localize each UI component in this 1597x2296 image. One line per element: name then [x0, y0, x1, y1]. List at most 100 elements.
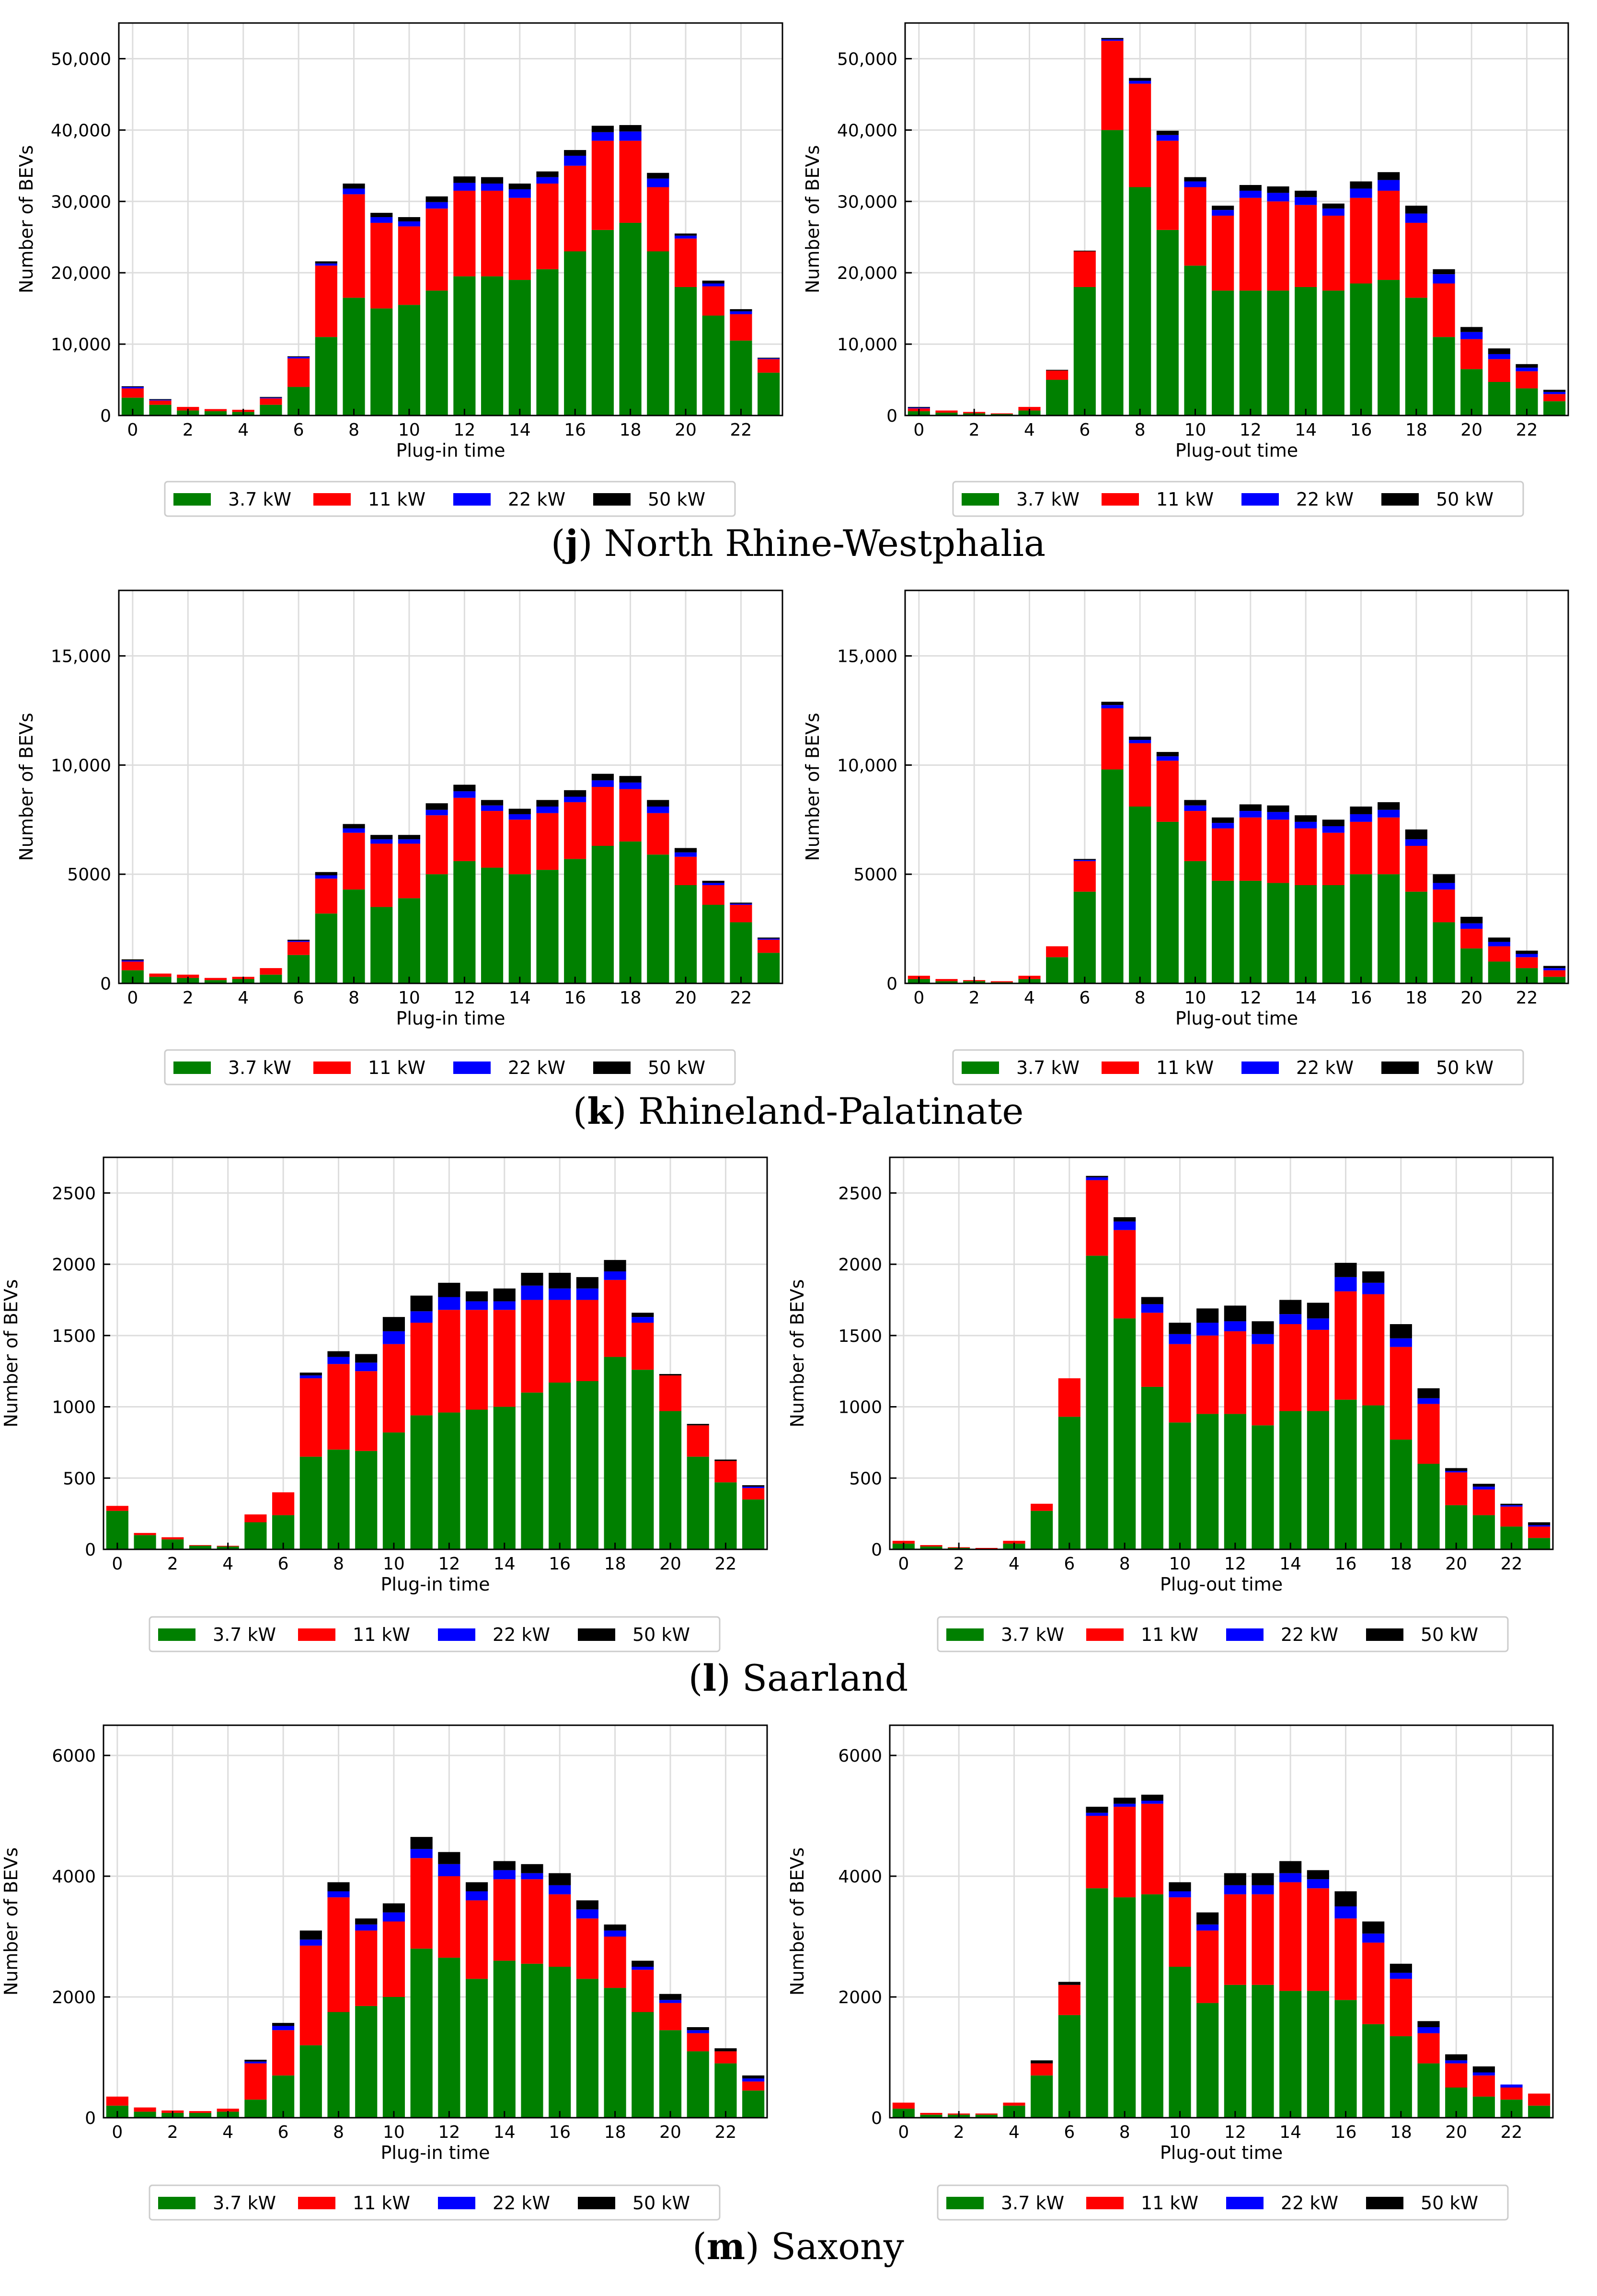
bar-segment: [521, 1864, 543, 1873]
bar-segment: [327, 2012, 350, 2118]
bar-segment: [1362, 1942, 1385, 2024]
bar-segment: [1543, 968, 1566, 970]
caption-text: ) North Rhine-Westphalia: [578, 522, 1046, 565]
bar-segment: [465, 1882, 488, 1892]
bar-segment: [564, 155, 586, 166]
bar-segment: [536, 184, 559, 269]
bar-segment: [564, 790, 586, 797]
bar-segment: [1169, 1344, 1191, 1423]
bar-segment: [1433, 337, 1455, 415]
bar-segment: [493, 1961, 516, 2118]
bar-segment: [382, 1317, 405, 1331]
bar-segment: [758, 359, 780, 373]
x-tick-label: 18: [620, 988, 642, 1008]
bar-segment: [204, 980, 227, 983]
bar-segment: [1350, 814, 1372, 822]
panel-caption: (l) Saarland: [689, 1657, 908, 1699]
bar-segment: [161, 1537, 184, 1540]
bar-segment: [149, 977, 172, 983]
bar-segment: [425, 809, 448, 816]
bar-segment: [121, 386, 144, 387]
bar-segment: [1267, 186, 1289, 193]
chart-m-plug-in: 0 2000 4000 6000 0 2 4 6 8 10 12 14 16 18 20 22 Plug-in …: [0, 1724, 768, 2221]
bar-segment: [1460, 332, 1483, 339]
x-tick-label: 0: [127, 420, 138, 440]
bar-segment: [730, 905, 752, 923]
bar-segment: [1196, 1335, 1219, 1414]
legend-label: 3.7 kW: [228, 1057, 291, 1078]
bar-segment: [1114, 1807, 1136, 1898]
bar-segment: [438, 1958, 460, 2118]
x-tick-label: 8: [348, 420, 359, 440]
bar-segment: [1212, 206, 1234, 210]
bar-segment: [521, 1300, 543, 1393]
bar-segment: [382, 1903, 405, 1913]
x-tick-label: 4: [238, 420, 249, 440]
legend: 3.7 kW 11 kW 22 kW 50 kW: [164, 481, 736, 517]
legend: 3.7 kW 11 kW 22 kW 50 kW: [937, 2184, 1509, 2221]
bar-segment: [438, 1412, 460, 1549]
bar-segment: [1488, 359, 1510, 382]
bar-segment: [1433, 922, 1455, 983]
bar-segment: [410, 1323, 433, 1416]
bar-segment: [1307, 1329, 1329, 1411]
bar-segment: [1279, 1882, 1302, 1991]
bar-segment: [1307, 1879, 1329, 1889]
x-tick-label: 12: [453, 988, 475, 1008]
bar-segment: [299, 1378, 322, 1457]
bar-segment: [1086, 1816, 1108, 1889]
bar-segment: [1334, 1263, 1357, 1277]
bar-segment: [315, 265, 337, 337]
bar-segment: [453, 791, 476, 798]
bar-segment: [149, 399, 172, 400]
bar-segment: [1239, 290, 1262, 415]
bar-segment: [343, 832, 365, 890]
bar-segment: [398, 221, 421, 227]
x-tick-label: 4: [1009, 1554, 1020, 1574]
bar-segment: [564, 859, 586, 983]
bar-segment: [1101, 41, 1124, 130]
bar-segment: [1224, 1885, 1246, 1894]
bar-segment: [758, 939, 780, 953]
bar-segment: [244, 2061, 267, 2064]
legend-frame: [937, 1616, 1509, 1652]
x-tick-label: 2: [969, 988, 980, 1008]
bar-segment: [702, 905, 724, 983]
bar-segment: [1516, 957, 1538, 969]
bar-segment: [1031, 2075, 1053, 2118]
legend-swatch: [1086, 2197, 1124, 2209]
bar-segment: [1114, 1798, 1136, 1804]
bar-segment: [1405, 846, 1427, 892]
bar-segment: [604, 1280, 626, 1357]
bar-segment: [1295, 885, 1317, 983]
bar-segment: [1212, 880, 1234, 983]
bar-segment: [1472, 2072, 1495, 2076]
bar-segment: [217, 2109, 239, 2112]
bar-segment: [1058, 1984, 1080, 2015]
bar-segment: [398, 898, 421, 983]
bar-segment: [576, 1918, 598, 1979]
bar-segment: [674, 852, 697, 857]
bar-segment: [1058, 2015, 1080, 2118]
bar-segment: [189, 1545, 212, 1546]
bar-segment: [1417, 2063, 1440, 2118]
bar-segment: [591, 140, 614, 230]
bar-segment: [604, 1937, 626, 1988]
bar-segment: [1433, 274, 1455, 284]
bar-segment: [1046, 380, 1068, 415]
bar-segment: [1141, 1803, 1163, 1894]
bar-segment: [730, 903, 752, 905]
bar-segment: [1528, 1525, 1551, 1527]
x-tick-label: 2: [954, 1554, 965, 1574]
bar-segment: [299, 1375, 322, 1379]
bar-segment: [1334, 1891, 1357, 1906]
bar-segment: [1114, 1221, 1136, 1230]
bar-segment: [1488, 942, 1510, 946]
caption-open: (: [573, 1090, 587, 1132]
legend-swatch: [593, 493, 631, 506]
bar-segment: [1239, 190, 1262, 198]
bar-segment: [1307, 1411, 1329, 1549]
bar-segment: [1543, 390, 1566, 392]
bar-segment: [382, 1921, 405, 1997]
bar-segment: [576, 1900, 598, 1910]
